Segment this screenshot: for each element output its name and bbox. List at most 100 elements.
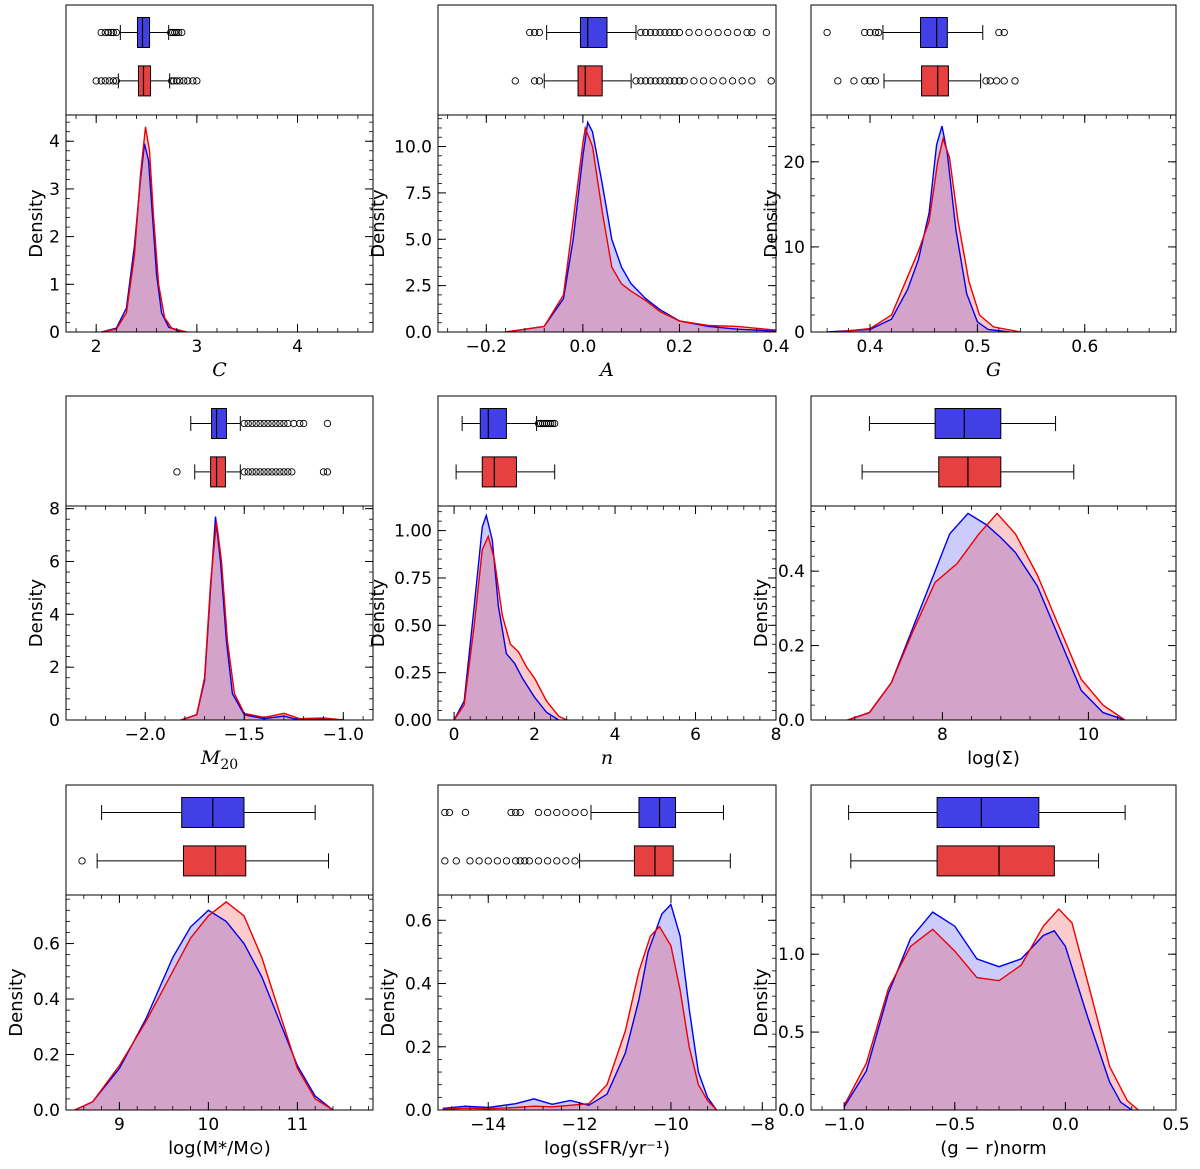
kde-fill-red	[74, 901, 334, 1110]
density-areas	[74, 901, 334, 1110]
density-panel: 9 10 11 0.0 0.2 0.4 0.6 Density log(M*/M⊙)	[6, 894, 374, 1159]
subplot-5: 0 2 4 6 8 0.00 0.25 0.50 0.75 1.00 Density n	[368, 395, 781, 769]
outlier-point	[656, 28, 664, 37]
kde-fill-blue	[442, 904, 717, 1110]
outlier-point	[78, 857, 86, 865]
x-tick-label: 10	[1078, 725, 1100, 745]
outlier-point	[493, 857, 502, 865]
density-panel: 2 3 4 0 1 2 3 4 Density C	[26, 114, 374, 381]
box-iqr	[211, 408, 227, 439]
y-tick-label: 3	[49, 180, 60, 200]
outlier-point	[724, 28, 732, 37]
x-tick-label: −1.0	[323, 725, 364, 745]
outlier-point	[178, 28, 186, 37]
kde-line-red	[843, 907, 1139, 1110]
outlier-point	[553, 857, 561, 865]
kde-line-red	[453, 534, 568, 720]
outlier-point	[323, 419, 332, 428]
density-frame	[437, 894, 777, 1111]
box-iqr	[633, 845, 674, 877]
kde-fill-blue	[74, 910, 334, 1110]
boxplot-panel	[437, 4, 777, 116]
outlier-point	[97, 77, 105, 85]
y-tick-label: 0.0	[33, 1101, 60, 1121]
box-iqr	[137, 65, 152, 97]
y-tick-label: 0.2	[33, 1046, 60, 1066]
outlier-point	[866, 28, 874, 37]
boxplot-panel	[65, 395, 374, 507]
x-axis-label-main: M	[200, 747, 221, 769]
outlier-point	[176, 77, 184, 85]
density-areas	[827, 125, 1021, 332]
outlier-point	[834, 77, 842, 85]
x-tick-label: 0.4	[857, 337, 884, 357]
y-axis-label: Density	[368, 189, 389, 258]
density-frame	[810, 114, 1177, 333]
outlier-point	[651, 77, 659, 85]
outlier-point	[661, 28, 669, 37]
outlier-point	[507, 808, 515, 817]
outlier-point	[641, 28, 650, 37]
x-axis-label: M20	[200, 747, 238, 773]
outlier-point	[288, 468, 296, 476]
y-tick-label: 0.00	[394, 711, 432, 731]
outlier-point	[248, 468, 256, 476]
y-tick-label: 0.0	[405, 323, 432, 343]
x-tick-label: 0.0	[1052, 1115, 1079, 1135]
box-iqr	[577, 65, 603, 97]
y-tick-label: 0.4	[405, 975, 432, 995]
density-frame	[65, 894, 374, 1111]
kde-fill-blue	[844, 912, 1132, 1110]
outlier-point	[109, 77, 117, 85]
y-tick-label: 0.75	[394, 569, 432, 589]
outlier-point	[699, 77, 708, 85]
outlier-point	[728, 77, 737, 85]
outlier-point	[543, 857, 552, 865]
outlier-point	[272, 419, 280, 428]
outlier-point	[511, 808, 520, 817]
x-tick-label: 0.5	[1162, 1115, 1189, 1135]
outlier-point	[871, 28, 880, 37]
box-iqr	[936, 797, 1040, 828]
outlier-point	[551, 419, 559, 428]
outlier-point	[695, 28, 703, 37]
kde-line-blue	[442, 903, 718, 1110]
outlier-point	[516, 857, 524, 865]
outlier-point	[670, 77, 679, 85]
kde-fill-blue	[847, 513, 1125, 720]
box-blue	[526, 17, 770, 48]
y-tick-label: 0.4	[33, 990, 60, 1010]
y-tick-label: 0.4	[778, 562, 805, 582]
box-blue	[97, 17, 186, 48]
kde-line-blue	[101, 143, 183, 332]
x-tick-label: 0.0	[569, 337, 596, 357]
box-iqr	[182, 845, 247, 877]
outlier-point	[861, 28, 869, 37]
outlier-point	[748, 28, 756, 37]
x-tick-label: 0.6	[1071, 337, 1098, 357]
outlier-point	[461, 808, 470, 817]
boxplot-panel	[810, 395, 1177, 507]
x-tick-label: 4	[610, 725, 621, 745]
box-iqr	[921, 65, 949, 97]
y-tick-label: 0.5	[778, 1023, 805, 1043]
outlier-point	[874, 28, 883, 37]
y-tick-label: 1.0	[778, 945, 805, 965]
outlier-point	[743, 28, 751, 37]
box-red	[441, 845, 731, 877]
y-tick-label: 7.5	[405, 184, 432, 204]
y-axis-label: Density	[751, 578, 772, 647]
y-tick-label: 0	[49, 323, 60, 343]
density-areas	[180, 516, 344, 720]
outlier-point	[530, 28, 539, 37]
outlier-point	[571, 857, 579, 865]
kde-line-blue	[827, 125, 1010, 332]
outlier-point	[260, 468, 268, 476]
density-areas	[453, 513, 568, 720]
y-tick-label: 0.6	[405, 911, 432, 931]
outlier-point	[441, 857, 449, 865]
outlier-point	[850, 77, 858, 85]
outlier-point	[666, 28, 674, 37]
